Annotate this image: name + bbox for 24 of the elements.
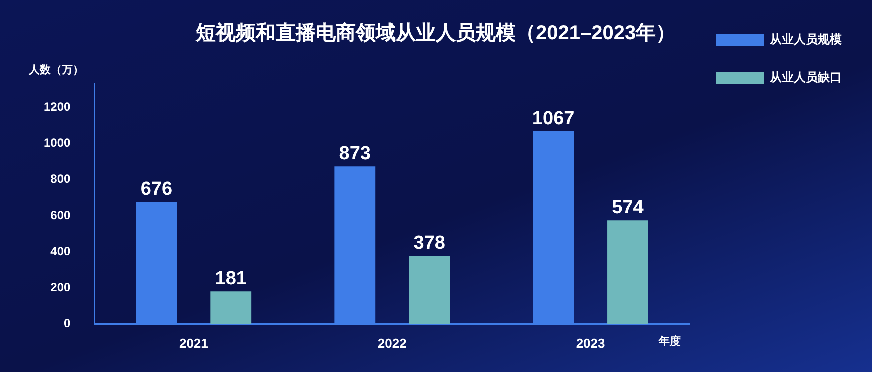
x-tick-label: 2023 bbox=[576, 336, 606, 351]
data-label: 378 bbox=[414, 232, 446, 254]
y-tick-label: 400 bbox=[50, 244, 72, 258]
legend-label: 从业人员缺口 bbox=[769, 70, 842, 84]
y-tick-label: 600 bbox=[50, 208, 72, 222]
y-tick-label: 1200 bbox=[44, 100, 72, 114]
x-tick-label: 2021 bbox=[179, 336, 208, 351]
data-label: 873 bbox=[339, 143, 371, 164]
data-label: 676 bbox=[140, 178, 173, 200]
y-tick-label: 0 bbox=[64, 316, 72, 331]
data-label: 181 bbox=[215, 268, 248, 290]
data-label: 1067 bbox=[532, 108, 575, 130]
y-axis-title: 人数（万） bbox=[28, 64, 84, 77]
data-label: 574 bbox=[612, 197, 644, 218]
bar bbox=[409, 256, 450, 324]
legend-label: 从业人员规模 bbox=[769, 32, 842, 46]
bar bbox=[608, 220, 648, 324]
y-tick-label: 200 bbox=[50, 280, 72, 295]
y-tick-label: 800 bbox=[50, 172, 72, 186]
bar bbox=[210, 292, 252, 324]
x-tick-label: 2022 bbox=[378, 336, 407, 351]
chart-title: 短视频和直播电商领域从业人员规模（2021–2023年） bbox=[194, 22, 676, 45]
x-axis-title: 年度 bbox=[658, 334, 681, 348]
y-tick-label: 1000 bbox=[44, 136, 72, 150]
